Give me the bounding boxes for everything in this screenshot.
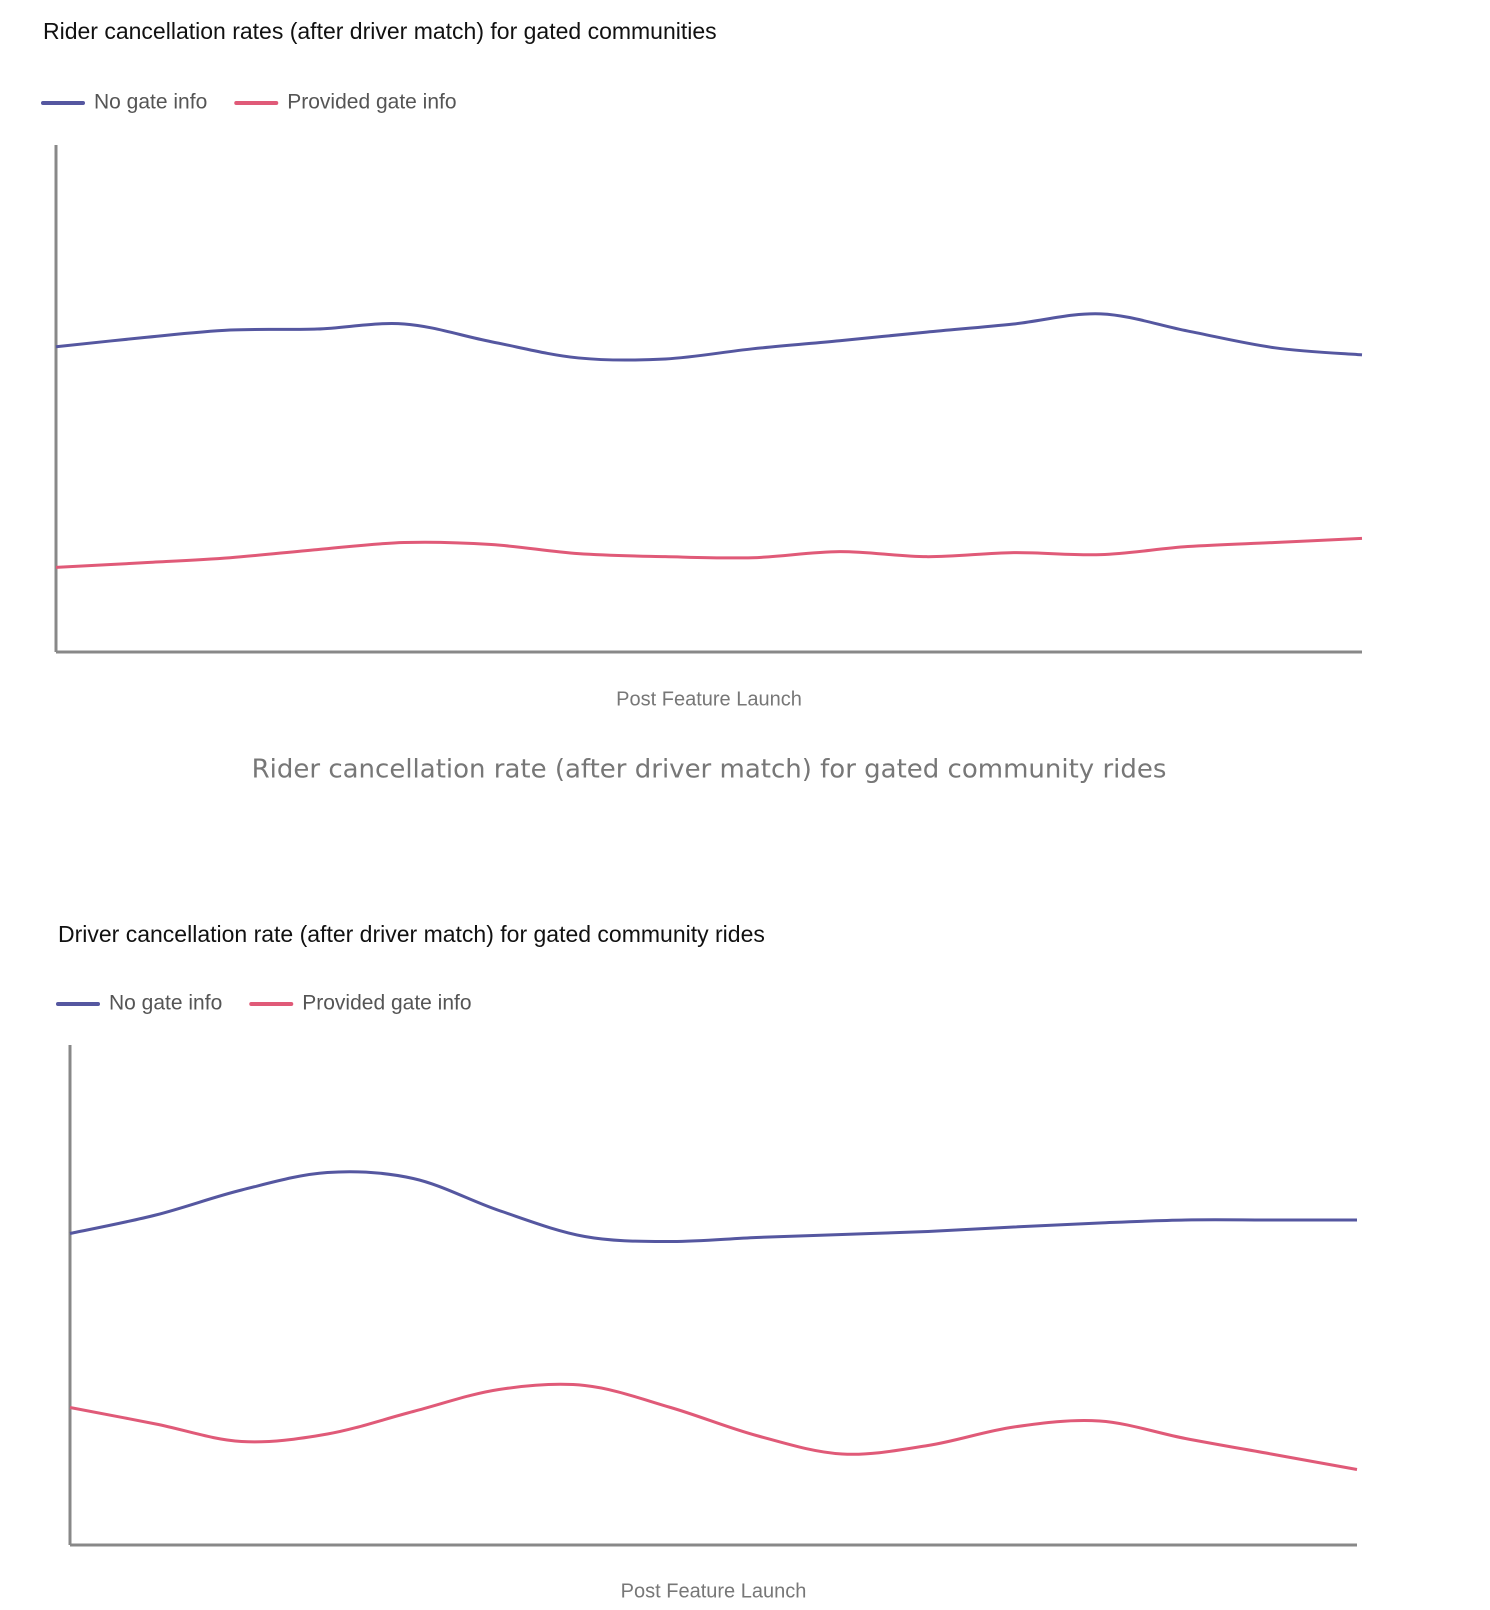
legend-label: No gate info [109,992,222,1015]
line-series [55,312,1363,362]
legend-label: No gate info [94,91,207,114]
chart-title: Rider cancellation rates (after driver m… [43,18,717,44]
chart-title: Driver cancellation rate (after driver m… [58,921,765,947]
line-series [69,1170,1357,1244]
legend-label: Provided gate info [302,992,471,1015]
x-axis-label: Post Feature Launch [616,688,802,710]
line-series [69,1382,1358,1471]
caption: Rider cancellation rate (after driver ma… [252,755,1167,785]
legend-label: Provided gate info [287,91,456,114]
line-series [55,536,1363,569]
x-axis-label: Post Feature Launch [621,1580,807,1602]
